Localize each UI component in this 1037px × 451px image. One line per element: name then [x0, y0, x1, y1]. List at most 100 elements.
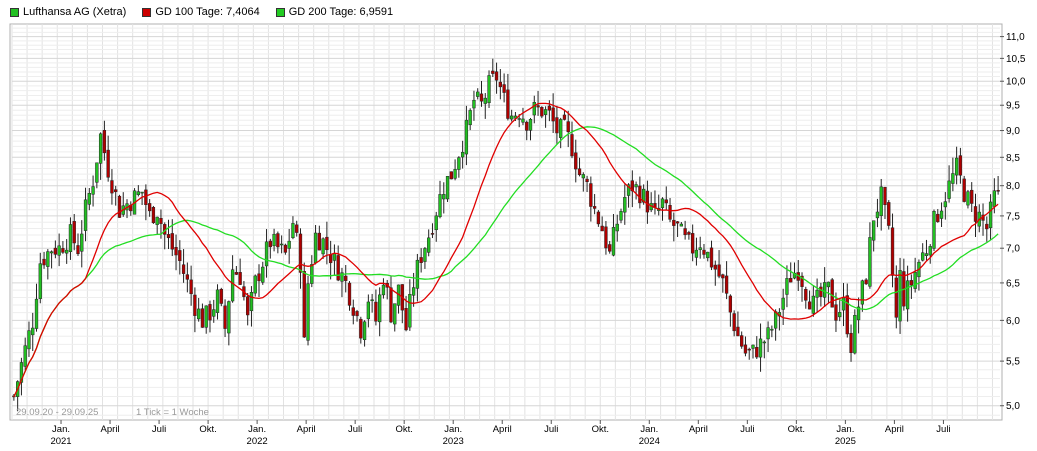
candle [427, 229, 431, 257]
candle [600, 216, 604, 232]
candle [936, 209, 940, 223]
candle [525, 120, 529, 141]
candle [864, 278, 868, 285]
candle [966, 189, 970, 209]
candle [947, 165, 951, 203]
candle [204, 305, 208, 334]
candle [261, 261, 265, 285]
candle [483, 93, 487, 119]
candle [106, 135, 110, 182]
candle [276, 231, 280, 254]
candle [826, 281, 831, 303]
y-tick-label: 5,5 [1006, 357, 1020, 368]
x-tick-label: Okt. [788, 424, 805, 435]
candle [830, 277, 834, 308]
candle [589, 176, 593, 222]
candle [868, 222, 872, 289]
candle [366, 294, 371, 328]
candle [638, 176, 642, 209]
candle [713, 260, 717, 286]
candle [491, 58, 495, 78]
candle [672, 212, 676, 242]
candle [102, 120, 107, 161]
candle [98, 132, 103, 180]
candle [743, 336, 748, 357]
candle [596, 210, 601, 227]
candle [970, 182, 974, 212]
candle [570, 121, 574, 159]
candle [860, 279, 865, 312]
candle [287, 228, 291, 264]
candle [834, 292, 838, 332]
candle [249, 286, 254, 327]
candle [985, 216, 989, 242]
candle [317, 225, 321, 251]
candle [675, 221, 680, 237]
legend-swatch-gd200 [275, 7, 285, 17]
legend-label-gd100: GD 100 Tage: 7,4064 [155, 6, 260, 18]
candle [872, 220, 876, 252]
candle [268, 238, 272, 259]
candle [347, 281, 352, 311]
x-tick-label: April [297, 424, 316, 435]
candle [53, 240, 58, 259]
candle [951, 157, 955, 192]
candle [585, 175, 589, 193]
candle [415, 253, 420, 302]
candle [958, 147, 963, 184]
candle [155, 216, 159, 235]
candle [751, 344, 755, 359]
candle [611, 214, 616, 257]
candle [302, 262, 306, 338]
gd200-line [13, 126, 999, 397]
x-tick-label: Jan. [836, 424, 854, 435]
y-tick-label: 10,5 [1006, 54, 1026, 65]
candle [996, 175, 1000, 195]
candle [698, 236, 702, 259]
candle [404, 295, 408, 332]
candle [883, 186, 887, 220]
y-tick-label: 10,0 [1006, 77, 1026, 88]
candle [87, 188, 91, 211]
candle [472, 90, 476, 121]
candle [110, 169, 114, 205]
candle [423, 247, 427, 269]
candle [362, 320, 367, 347]
candle [253, 274, 257, 297]
candle [479, 80, 484, 107]
candle [736, 311, 740, 337]
candle [291, 216, 295, 240]
candle [80, 220, 84, 268]
chart-legend: Lufthansa AG (Xetra) GD 100 Tage: 7,4064… [10, 6, 393, 18]
candle [434, 211, 438, 242]
candle [189, 265, 193, 306]
candle [592, 194, 597, 215]
candle [378, 287, 382, 337]
candle [807, 290, 812, 310]
candle [845, 283, 849, 338]
candle [227, 300, 231, 346]
candle [310, 255, 314, 288]
candle [464, 105, 469, 166]
candle [208, 300, 212, 333]
candle [91, 175, 95, 207]
candle [457, 156, 461, 178]
candle [664, 186, 668, 210]
candle [136, 185, 140, 197]
x-tick-label: Juli [740, 424, 754, 435]
candle [781, 288, 785, 325]
candle [257, 264, 261, 297]
candle [494, 62, 499, 94]
x-tick-label: Okt. [592, 424, 609, 435]
candle [238, 258, 242, 286]
candle [498, 69, 502, 100]
candle [604, 221, 608, 255]
candle [325, 221, 329, 265]
legend-item-price: Lufthansa AG (Xetra) [10, 6, 126, 18]
candle [581, 172, 585, 192]
candle [785, 265, 789, 308]
candle [117, 194, 122, 218]
candle [506, 73, 510, 121]
candle [230, 255, 235, 303]
